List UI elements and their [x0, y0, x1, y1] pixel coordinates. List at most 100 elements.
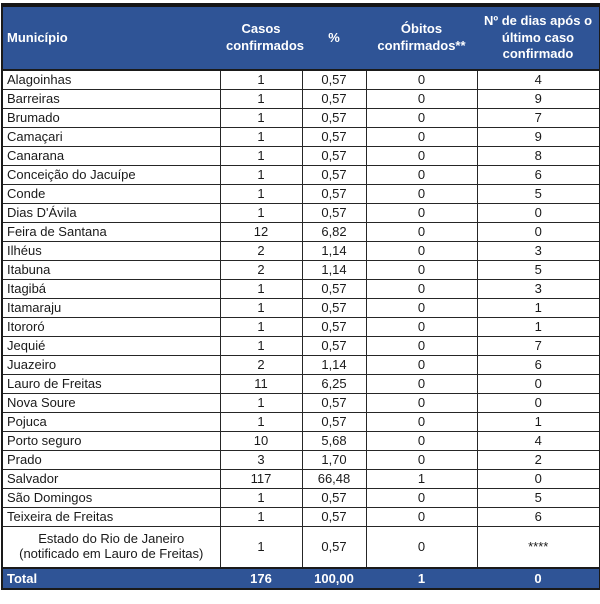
table-row: Itagibá 1 0,57 0 3 [1, 279, 600, 299]
municipality-cell: Jequié [1, 336, 221, 356]
confirmed-deaths-cell: 0 [365, 69, 478, 90]
confirmed-deaths-cell: 0 [365, 260, 478, 280]
days-since-last-case-cell: 3 [476, 279, 600, 299]
municipality-cell: Feira de Santana [1, 222, 221, 242]
percent-cell: 0,57 [301, 298, 367, 318]
days-since-last-case-cell: 0 [476, 203, 600, 223]
days-since-last-case-cell: 5 [476, 184, 600, 204]
col-header-dias-apos-ultimo-caso: Nº de dias após o último caso confirmado [477, 5, 600, 71]
confirmed-deaths-cell: 0 [365, 450, 478, 470]
municipality-cell: Teixeira de Freitas [1, 507, 221, 527]
percent-cell: 0,57 [301, 336, 367, 356]
days-since-last-case-cell: 5 [476, 260, 600, 280]
header-row: Município Casos confirmados % Óbitos con… [2, 5, 600, 71]
percent-cell: 0,57 [301, 279, 367, 299]
confirmed-deaths-cell: 1 [365, 469, 478, 489]
days-since-last-case-cell: 6 [476, 355, 600, 375]
confirmed-deaths-cell: 0 [365, 488, 478, 508]
municipality-cell: Itamaraju [1, 298, 221, 318]
confirmed-cases-cell: 1 [219, 184, 303, 204]
municipality-cell: Estado do Rio de Janeiro (notificado em … [1, 526, 221, 569]
confirmed-cases-cell: 1 [219, 507, 303, 527]
confirmed-cases-cell: 1 [219, 146, 303, 166]
percent-cell: 66,48 [301, 469, 367, 489]
confirmed-deaths-cell: 0 [365, 127, 478, 147]
confirmed-cases-cell: 1 [219, 317, 303, 337]
confirmed-cases-cell: 2 [219, 241, 303, 261]
confirmed-deaths-cell: 0 [365, 222, 478, 242]
days-since-last-case-cell: 0 [476, 393, 600, 413]
table-row: Canarana 1 0,57 0 8 [1, 146, 600, 166]
percent-cell: 0,57 [301, 89, 367, 109]
municipality-cell: Conde [1, 184, 221, 204]
table-row: Barreiras 1 0,57 0 9 [1, 89, 600, 109]
confirmed-cases-cell: 1 [219, 127, 303, 147]
percent-cell: 0,57 [301, 412, 367, 432]
municipality-cell: Salvador [1, 469, 221, 489]
days-since-last-case-cell: **** [476, 526, 600, 569]
table-row: Feira de Santana 12 6,82 0 0 [1, 222, 600, 242]
percent-cell: 0,57 [301, 127, 367, 147]
confirmed-cases-cell: 3 [219, 450, 303, 470]
confirmed-deaths-cell: 0 [365, 336, 478, 356]
table-row: Itabuna 2 1,14 0 5 [1, 260, 600, 280]
confirmed-deaths-cell: 0 [365, 184, 478, 204]
table-row: Camaçari 1 0,57 0 9 [1, 127, 600, 147]
total-days-cell: 0 [477, 567, 600, 589]
confirmed-cases-cell: 1 [219, 393, 303, 413]
municipality-cell: Dias D'Ávila [1, 203, 221, 223]
table-row: São Domingos 1 0,57 0 5 [1, 488, 600, 508]
total-label-cell: Total [2, 567, 220, 589]
table-row: Porto seguro 10 5,68 0 4 [1, 431, 600, 451]
table-row: Nova Soure 1 0,57 0 0 [1, 393, 600, 413]
days-since-last-case-cell: 4 [476, 431, 600, 451]
table-row: Juazeiro 2 1,14 0 6 [1, 355, 600, 375]
municipality-cell: Conceição do Jacuípe [1, 165, 221, 185]
municipality-rows: Alagoinhas 1 0,57 0 4 Barreiras 1 0,57 0 9 Brumado… [1, 69, 600, 527]
confirmed-deaths-cell: 0 [365, 203, 478, 223]
municipality-cell: Canarana [1, 146, 221, 166]
percent-cell: 0,57 [301, 507, 367, 527]
confirmed-cases-cell: 1 [219, 108, 303, 128]
confirmed-deaths-cell: 0 [365, 241, 478, 261]
confirmed-cases-cell: 1 [219, 298, 303, 318]
days-since-last-case-cell: 5 [476, 488, 600, 508]
percent-cell: 0,57 [301, 184, 367, 204]
days-since-last-case-cell: 7 [476, 108, 600, 128]
municipality-cell: Brumado [1, 108, 221, 128]
days-since-last-case-cell: 7 [476, 336, 600, 356]
percent-cell: 1,70 [301, 450, 367, 470]
confirmed-cases-cell: 11 [219, 374, 303, 394]
col-header-obitos-confirmados: Óbitos confirmados** [366, 5, 477, 71]
confirmed-deaths-cell: 0 [365, 374, 478, 394]
table-row: Conceição do Jacuípe 1 0,57 0 6 [1, 165, 600, 185]
confirmed-cases-cell: 1 [219, 203, 303, 223]
total-row: Total 176 100,00 1 0 [2, 567, 600, 589]
confirmed-cases-cell: 2 [219, 260, 303, 280]
percent-cell: 0,57 [301, 317, 367, 337]
col-header-casos-confirmados: Casos confirmados [220, 5, 304, 71]
municipality-cell: Juazeiro [1, 355, 221, 375]
confirmed-cases-cell: 1 [219, 69, 303, 90]
municipality-cell: Porto seguro [1, 431, 221, 451]
percent-cell: 0,57 [301, 203, 367, 223]
percent-cell: 1,14 [301, 260, 367, 280]
days-since-last-case-cell: 6 [476, 507, 600, 527]
days-since-last-case-cell: 1 [476, 298, 600, 318]
days-since-last-case-cell: 1 [476, 412, 600, 432]
percent-cell: 0,57 [301, 393, 367, 413]
table-row: Itamaraju 1 0,57 0 1 [1, 298, 600, 318]
table-row: Ilhéus 2 1,14 0 3 [1, 241, 600, 261]
percent-cell: 0,57 [301, 488, 367, 508]
percent-cell: 0,57 [301, 165, 367, 185]
municipality-cell: Pojuca [1, 412, 221, 432]
confirmed-deaths-cell: 0 [365, 298, 478, 318]
col-header-municipio: Município [2, 5, 220, 71]
municipality-cell: Nova Soure [1, 393, 221, 413]
days-since-last-case-cell: 4 [476, 69, 600, 90]
percent-cell: 0,57 [301, 146, 367, 166]
total-confirmed-cases-cell: 176 [220, 567, 302, 589]
percent-cell: 5,68 [301, 431, 367, 451]
percent-cell: 0,57 [301, 69, 367, 90]
